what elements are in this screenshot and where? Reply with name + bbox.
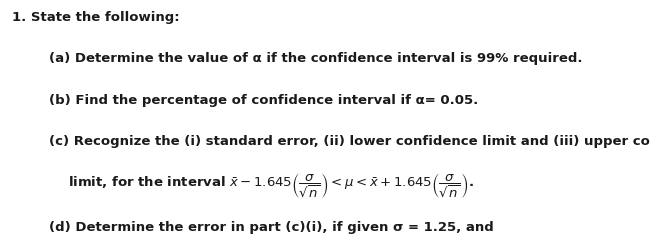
Text: 1. State the following:: 1. State the following: [12,11,179,24]
Text: (b) Find the percentage of confidence interval if α= 0.05.: (b) Find the percentage of confidence in… [49,94,478,107]
Text: (d) Determine the error in part (c)(i), if given σ = 1.25, and: (d) Determine the error in part (c)(i), … [49,221,493,234]
Text: (a) Determine the value of α if the confidence interval is 99% required.: (a) Determine the value of α if the conf… [49,52,583,65]
Text: (c) Recognize the (i) standard error, (ii) lower confidence limit and (iii) uppe: (c) Recognize the (i) standard error, (i… [49,135,651,148]
Text: limit, for the interval $\bar{x} - 1.645\left(\dfrac{\sigma}{\sqrt{n}}\right)< \: limit, for the interval $\bar{x} - 1.645… [68,172,475,200]
